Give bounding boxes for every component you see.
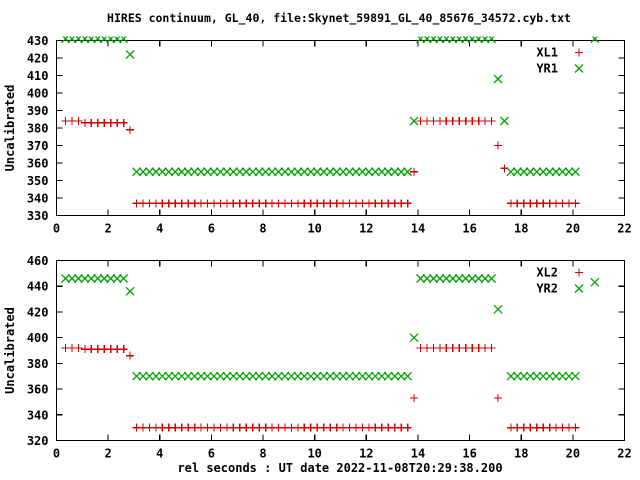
y-tick-label: 400 (27, 331, 49, 345)
x-tick-label: 10 (307, 447, 321, 461)
y-axis-label: Uncalibrated (3, 85, 17, 172)
legend-marker-yr2 (574, 284, 584, 293)
x-tick-label: 4 (156, 222, 163, 236)
y-tick-label: 380 (27, 357, 49, 371)
panel-top: 0 2 4 6 8 10 12 14 16 18 20 22 330 340 350 360 370 380 390… (3, 34, 632, 236)
x-tick-label: 8 (259, 222, 266, 236)
x-tick-label: 0 (53, 447, 60, 461)
y-tick-label: 410 (27, 69, 49, 83)
panel-bottom: 0 2 4 6 8 10 12 14 16 18 20 22 320 340 360 380 400 420 440… (3, 254, 632, 461)
legend-label-xl1: XL1 (536, 46, 558, 60)
y-tick-label: 330 (27, 209, 49, 223)
x-tick-label: 12 (359, 222, 373, 236)
x-tick-label: 20 (566, 222, 580, 236)
y-tick-label: 320 (27, 434, 49, 448)
y-tick-label: 350 (27, 174, 49, 188)
figure-title: HIRES continuum, GL_40, file:Skynet_5989… (107, 11, 571, 26)
y-tick-label: 420 (27, 305, 49, 319)
y-tick-label: 390 (27, 104, 49, 118)
x-tick-label: 16 (462, 222, 476, 236)
series-yr1 (61, 36, 600, 177)
x-tick-label: 2 (105, 222, 112, 236)
series-yr2 (61, 274, 600, 381)
x-tick-label: 12 (359, 447, 373, 461)
x-tick-label: 20 (566, 447, 580, 461)
x-tick-label: 14 (411, 447, 425, 461)
legend-marker-xl1 (575, 48, 583, 57)
y-tick-label: 400 (27, 87, 49, 101)
y-tick-label: 440 (27, 280, 49, 294)
data-layer (61, 36, 600, 208)
x-tick-label: 14 (411, 222, 425, 236)
x-tick-label: 8 (259, 447, 266, 461)
y-tick-label: 340 (27, 192, 49, 206)
y-tick-label: 420 (27, 52, 49, 66)
y-tick-label: 430 (27, 34, 49, 48)
y-tick-label: 340 (27, 408, 49, 422)
x-tick-label: 18 (514, 447, 528, 461)
legend-marker-yr1 (574, 64, 584, 73)
x-tick-label: 2 (105, 447, 112, 461)
data-layer (61, 274, 600, 432)
x-tick-label: 0 (53, 222, 60, 236)
x-tick-label: 22 (617, 447, 631, 461)
x-tick-label: 18 (514, 222, 528, 236)
legend-label-xl2: XL2 (536, 266, 558, 280)
y-tick-label: 460 (27, 254, 49, 268)
x-tick-label: 22 (617, 222, 631, 236)
x-axis-label: rel seconds : UT date 2022-11-08T20:29:3… (177, 461, 502, 475)
x-tick-label: 6 (208, 222, 215, 236)
legend-label-yr2: YR2 (536, 282, 558, 296)
y-tick-label: 360 (27, 157, 49, 171)
x-tick-label: 4 (156, 447, 163, 461)
legend-marker-xl2 (575, 268, 583, 277)
y-tick-label: 370 (27, 139, 49, 153)
series-xl2 (61, 343, 580, 432)
legend-label-yr1: YR1 (536, 62, 558, 76)
y-tick-label: 380 (27, 122, 49, 136)
y-tick-label: 360 (27, 383, 49, 397)
x-tick-label: 16 (462, 447, 476, 461)
x-tick-label: 10 (307, 222, 321, 236)
y-axis-label: Uncalibrated (3, 307, 17, 394)
x-tick-label: 6 (208, 447, 215, 461)
